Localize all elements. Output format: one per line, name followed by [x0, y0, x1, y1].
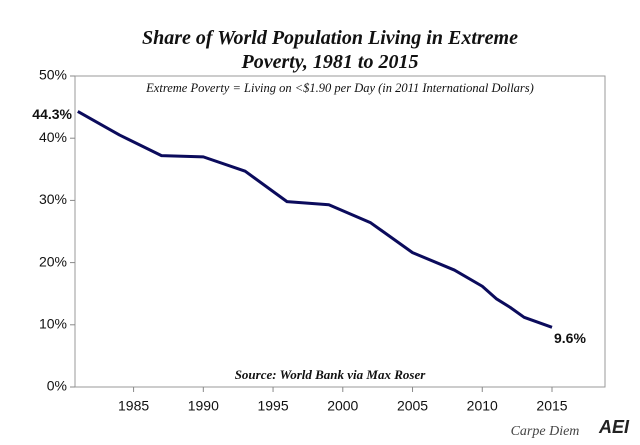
- value-label: 44.3%: [32, 106, 72, 122]
- y-tick-label: 30%: [39, 191, 67, 207]
- y-tick-label: 20%: [39, 253, 67, 269]
- source: Source: World Bank via Max Roser: [235, 367, 427, 382]
- x-tick-label: 1990: [188, 398, 219, 414]
- x-tick-label: 2015: [536, 398, 567, 414]
- x-tick-label: 2000: [327, 398, 358, 414]
- subtitle: Extreme Poverty = Living on <$1.90 per D…: [145, 81, 534, 95]
- plot-frame: [74, 75, 606, 388]
- y-tick-label: 0%: [47, 378, 67, 394]
- x-tick-label: 2010: [467, 398, 498, 414]
- y-tick-label: 50%: [39, 67, 67, 83]
- x-tick-label: 1995: [257, 398, 288, 414]
- y-tick-label: 40%: [39, 129, 67, 145]
- logo: AEI: [598, 417, 630, 437]
- data-line: [77, 110, 553, 329]
- x-tick-label: 2005: [397, 398, 428, 414]
- y-tick-label: 10%: [39, 316, 67, 332]
- x-tick-label: 1985: [118, 398, 149, 414]
- chart-title: Share of World Population Living in Extr…: [142, 27, 518, 73]
- footer: Carpe Diem: [511, 424, 580, 439]
- value-label: 9.6%: [554, 330, 586, 346]
